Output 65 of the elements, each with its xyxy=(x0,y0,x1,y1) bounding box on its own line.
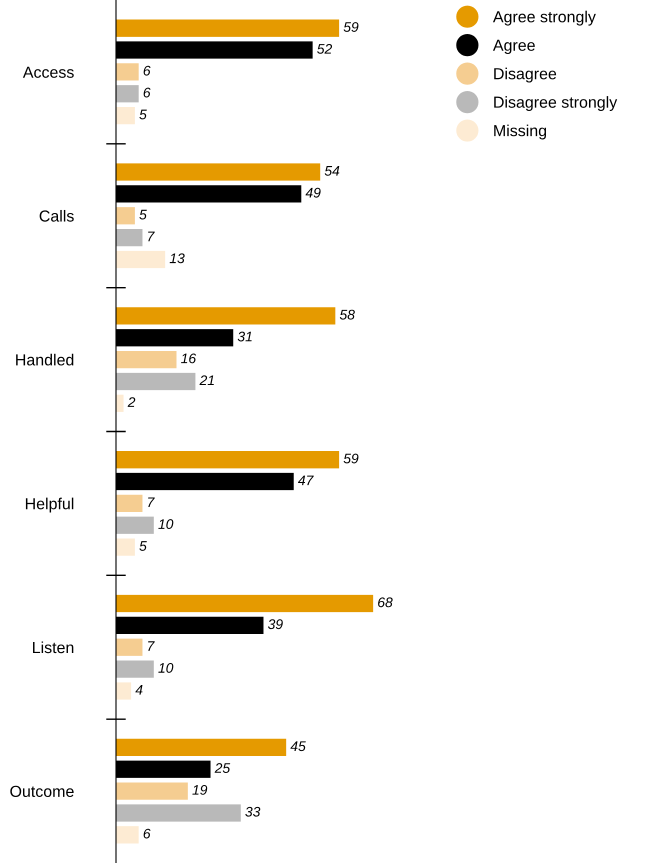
bar xyxy=(116,494,142,512)
data-label: 7 xyxy=(148,232,155,242)
data-label: 16 xyxy=(181,353,196,364)
bar xyxy=(116,63,139,81)
data-label: 4 xyxy=(135,685,142,695)
data-label: 5 xyxy=(139,110,147,120)
bar xyxy=(116,538,135,556)
bar xyxy=(116,738,286,756)
data-label: 5 xyxy=(139,541,147,551)
legend-label: Missing xyxy=(494,124,546,140)
bar xyxy=(116,516,154,534)
bar xyxy=(116,163,320,181)
data-label: 10 xyxy=(158,663,174,673)
legend-label: Disagree xyxy=(494,68,556,83)
bar xyxy=(116,20,340,37)
bar xyxy=(116,682,132,700)
bar xyxy=(116,228,142,246)
data-label: 49 xyxy=(306,188,321,198)
data-label: 2 xyxy=(128,397,136,407)
legend-label: Disagree strongly xyxy=(494,96,618,111)
bar xyxy=(116,638,142,656)
data-label: 31 xyxy=(238,332,252,342)
data-label: 54 xyxy=(324,166,340,176)
data-label: 68 xyxy=(378,597,393,608)
data-label: 33 xyxy=(245,806,260,817)
data-label: 59 xyxy=(344,454,358,464)
y-tick-label: Handled xyxy=(16,354,74,366)
y-tick-label: Helpful xyxy=(26,498,74,513)
bar xyxy=(116,350,177,368)
data-label: 5 xyxy=(139,210,147,220)
data-label: 45 xyxy=(290,741,306,752)
bar xyxy=(116,660,154,678)
bar xyxy=(116,782,188,800)
bar xyxy=(116,372,196,390)
data-label: 10 xyxy=(158,519,174,530)
data-label: 59 xyxy=(344,22,358,32)
data-label: 6 xyxy=(144,88,151,98)
bar xyxy=(116,107,135,124)
y-tick-label: Listen xyxy=(33,641,74,654)
data-label: 13 xyxy=(170,253,185,264)
y-tick-label: Access xyxy=(22,66,74,78)
data-label: 6 xyxy=(144,828,151,839)
data-label: 58 xyxy=(340,310,355,320)
bar xyxy=(116,451,340,468)
bar xyxy=(116,207,135,224)
data-label: 21 xyxy=(199,375,214,386)
data-label: 25 xyxy=(214,763,230,773)
legend-label: Agree strongly xyxy=(492,10,596,26)
bar xyxy=(116,804,241,822)
legend-label: Agree xyxy=(492,40,535,54)
data-label: 39 xyxy=(268,619,283,630)
bar xyxy=(116,826,139,844)
data-label: 7 xyxy=(148,641,155,651)
data-label: 19 xyxy=(192,784,208,795)
bar xyxy=(116,394,124,412)
bar xyxy=(116,85,139,102)
data-label: 7 xyxy=(148,497,155,508)
y-tick-label: Calls xyxy=(40,210,74,222)
bar xyxy=(116,594,374,612)
y-tick-label: Outcome xyxy=(10,786,74,798)
bar xyxy=(116,250,166,268)
data-label: 6 xyxy=(144,66,151,76)
data-label: 47 xyxy=(298,476,314,486)
data-label: 52 xyxy=(317,44,332,54)
bar xyxy=(116,307,336,324)
